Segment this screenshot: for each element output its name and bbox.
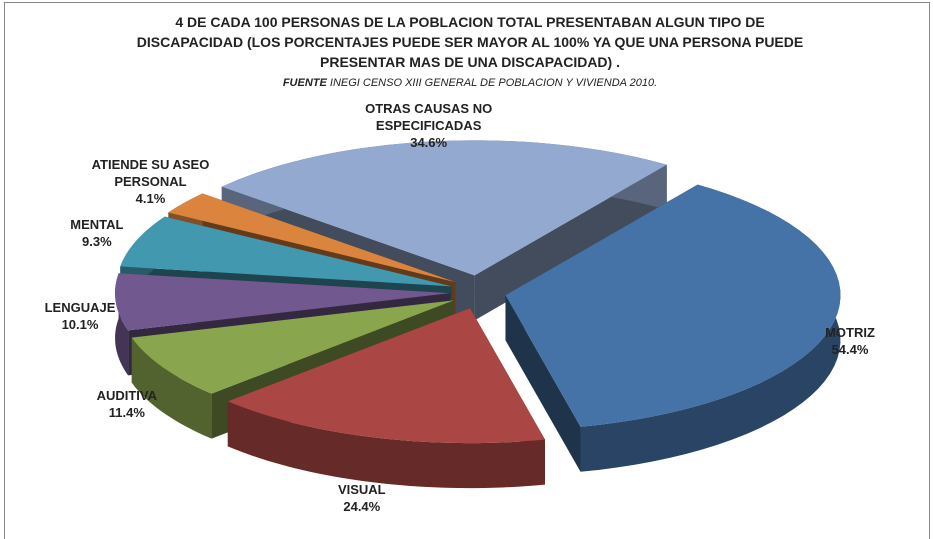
slice-side	[505, 295, 581, 472]
category-label: AUDITIVA	[96, 388, 158, 404]
slice-label: AUDITIVA 11.4%	[52, 387, 202, 421]
slice	[505, 184, 841, 427]
slice	[131, 300, 454, 394]
category-label: VISUAL	[337, 482, 386, 498]
category-label: MENTAL	[70, 216, 124, 232]
slice-label: VISUAL 24.4%	[287, 481, 437, 515]
source: FUENTE INEGI CENSO XIII GENERAL DE POBLA…	[130, 77, 810, 89]
source-label: FUENTE	[282, 77, 327, 89]
slice	[221, 140, 667, 276]
value-label: 24.4%	[343, 499, 381, 515]
slice	[227, 308, 546, 489]
slice	[227, 308, 546, 444]
value-label: 10.1%	[61, 316, 99, 332]
slice-side	[227, 401, 546, 489]
slice-label: ATIENDE SU ASEO PERSONAL 4.1%	[75, 156, 225, 207]
slice	[505, 184, 841, 472]
slice-label: MOTRIZ 54.4%	[775, 324, 925, 358]
slice-label: MENTAL 9.3%	[22, 216, 172, 250]
slice-side	[474, 164, 667, 321]
slice	[115, 273, 451, 331]
chart-title: 4 DE CADA 100 PERSONAS DE LA POBLACION T…	[136, 14, 804, 70]
slice-label: LENGUAJE 10.1%	[5, 299, 155, 333]
slice	[120, 216, 452, 287]
value-label: 9.3%	[82, 233, 112, 249]
value-label: 4.1%	[135, 190, 166, 206]
category-label: MOTRIZ	[825, 325, 875, 341]
value-label: 11.4%	[108, 405, 145, 421]
slice-side	[131, 337, 212, 439]
source-text: INEGI CENSO XIII GENERAL DE POBLACION Y …	[329, 77, 658, 89]
value-label: 54.4%	[831, 342, 869, 358]
slice-label: OTRAS CAUSAS NO ESPECIFICADAS 34.6%	[354, 100, 504, 151]
slice	[168, 193, 456, 283]
category-label: LENGUAJE	[44, 299, 116, 315]
category-label: OTRAS CAUSAS NO ESPECIFICADAS	[365, 101, 493, 133]
frame	[4, 2, 930, 539]
category-label: ATIENDE SU ASEO PERSONAL	[91, 156, 210, 189]
value-label: 34.6%	[410, 135, 448, 150]
